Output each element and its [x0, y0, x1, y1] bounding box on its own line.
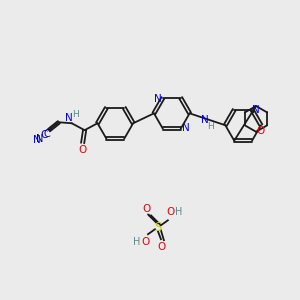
Text: O: O: [142, 204, 150, 214]
Text: O: O: [158, 242, 166, 252]
Text: O: O: [257, 126, 265, 136]
Text: O: O: [141, 237, 149, 247]
Text: H: H: [72, 110, 79, 119]
Text: N: N: [252, 105, 260, 115]
Text: N: N: [154, 94, 162, 104]
Text: N: N: [36, 134, 44, 144]
Text: S: S: [154, 221, 162, 234]
Text: N: N: [201, 115, 208, 125]
Text: H: H: [207, 122, 214, 131]
Text: N: N: [182, 123, 190, 133]
Text: O: O: [167, 207, 175, 218]
Text: C: C: [44, 129, 50, 139]
Text: H: H: [175, 207, 182, 218]
Text: H: H: [134, 237, 141, 247]
Text: N: N: [65, 113, 73, 123]
Text: N: N: [33, 135, 41, 145]
Text: C: C: [40, 130, 48, 140]
Text: O: O: [79, 145, 87, 155]
